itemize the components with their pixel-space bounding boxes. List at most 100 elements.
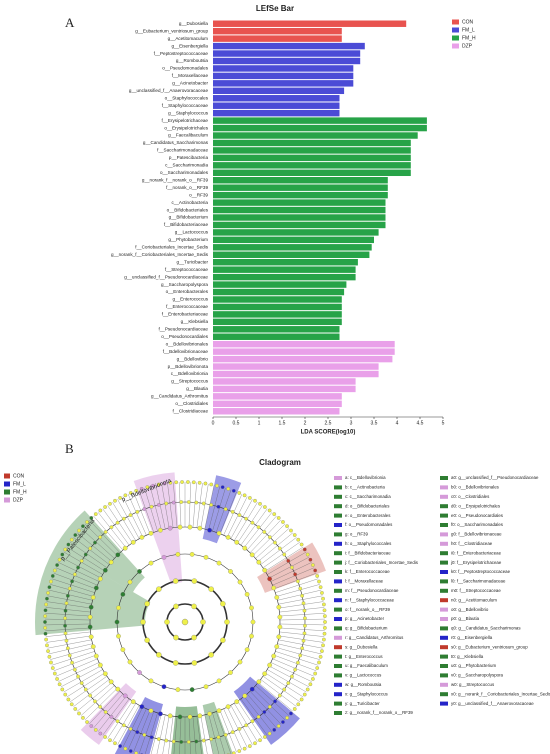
tree-node: [98, 508, 103, 513]
tree-node: [149, 735, 154, 740]
tree-branch: [112, 502, 136, 541]
y-tick-label: o__Pseudomonadales: [162, 66, 208, 71]
tree-branch: [240, 508, 268, 546]
tree-branch: [133, 710, 151, 753]
y-tick-label: o__Clostridiales: [175, 401, 208, 406]
tree-branch: [267, 551, 307, 575]
legend-item: y0: g__unclassified_f__Anaerovoracaceae: [451, 701, 534, 706]
legend-item: i0: f__Enterobacteriaceae: [451, 550, 502, 555]
tree-node: [85, 720, 89, 724]
y-tick-label: c__Actinobacteria: [171, 200, 208, 205]
legend-item: e0: o__Pseudonocardiales: [451, 513, 504, 518]
tree-node: [298, 653, 303, 658]
legend-item: a0: g__unclassified_f__Pseudonocardiacea…: [451, 475, 539, 480]
bar: [213, 303, 342, 311]
bar: [213, 50, 361, 57]
y-tick-label: g__Candidatus_Saccharimonas: [143, 140, 209, 145]
clade-highlight: [202, 475, 242, 544]
tree-node: [45, 643, 49, 648]
x-tick-label: 1: [258, 420, 261, 426]
tree-node: [187, 714, 193, 720]
legend-swatch: [4, 489, 10, 495]
tree-node: [301, 638, 306, 643]
clade-highlight: [35, 547, 151, 636]
y-tick-label: f__Bifidobacteriaceae: [164, 222, 209, 227]
legend-swatch: [334, 598, 342, 603]
tree-branch: [276, 584, 320, 597]
tree-node: [285, 715, 289, 720]
tree-branch: [173, 482, 178, 528]
legend-swatch: [440, 635, 448, 640]
tree-branch: [279, 631, 325, 637]
y-tick-label: f__norank_o__RF39: [166, 185, 208, 190]
tree-node: [93, 540, 97, 545]
tree-branch: [93, 693, 124, 729]
tree-branch: [138, 489, 154, 533]
tree-node: [302, 692, 307, 697]
y-tick-label: o__Bdellovibrionales: [166, 341, 209, 346]
tree-node: [281, 520, 285, 524]
cladogram: [35, 472, 327, 754]
tree-branch: [161, 483, 170, 529]
tree-node: [308, 557, 313, 562]
tree-node: [177, 714, 183, 720]
tree-node: [63, 547, 68, 552]
bar: [213, 296, 342, 303]
tree-node: [162, 481, 167, 486]
legend-swatch: [440, 560, 448, 565]
bar: [213, 57, 361, 65]
legend-swatch: [334, 701, 342, 706]
y-tick-label: g__Saccharopolyspora: [161, 282, 208, 287]
bar: [213, 266, 356, 273]
tree-node: [244, 723, 248, 728]
bar: [213, 348, 395, 355]
tree-branch: [89, 691, 121, 725]
tree-branch: [63, 669, 103, 693]
tree-node: [250, 619, 256, 625]
y-tick-label: g__norank_f__norank_o__RF39: [142, 177, 209, 182]
bar: [213, 124, 427, 132]
tree-node: [223, 507, 228, 511]
y-tick-label: f__Erysipelotrichaceae: [162, 118, 209, 123]
y-tick-label: g__Acinetobacter: [172, 81, 208, 86]
tree-branch: [196, 483, 203, 528]
tree-node: [156, 652, 162, 658]
tree-node: [73, 572, 77, 577]
tree-node: [298, 586, 303, 591]
tree-node: [317, 579, 321, 584]
tree-node: [46, 591, 50, 595]
tree-node: [285, 524, 289, 529]
tree-node: [173, 603, 179, 610]
x-tick-label: 0.5: [233, 420, 240, 426]
tree-node: [93, 585, 99, 591]
bar: [213, 42, 365, 50]
tree-node: [60, 687, 65, 692]
tree-node: [148, 678, 154, 684]
tree-branch: [262, 676, 301, 703]
tree-branch: [117, 499, 140, 539]
legend-swatch: [334, 513, 342, 518]
tree-node: [70, 660, 74, 665]
tree-node: [258, 738, 262, 743]
tree-node: [228, 569, 233, 574]
tree-node: [303, 616, 307, 621]
tree-node: [317, 660, 321, 665]
legend-swatch: [4, 497, 10, 503]
legend-swatch: [334, 673, 342, 678]
tree-node: [237, 659, 243, 665]
tree-node: [191, 660, 198, 666]
tree-node: [290, 674, 294, 679]
legend-item: s0: g__Eubacterium_ventriosum_group: [451, 644, 528, 649]
bar: [213, 35, 342, 42]
tree-branch: [122, 496, 143, 537]
legend-label: FM_L: [462, 27, 475, 33]
legend-swatch: [440, 682, 448, 687]
tree-branch: [272, 658, 315, 677]
x-tick-label: 2: [304, 420, 307, 426]
bar: [213, 154, 411, 162]
legend-swatch: [334, 504, 342, 509]
legend-swatch: [334, 541, 342, 546]
tree-branch: [50, 584, 94, 597]
y-tick-label: f__Enterobacteriaceae: [162, 312, 209, 317]
tree-node: [120, 647, 126, 653]
